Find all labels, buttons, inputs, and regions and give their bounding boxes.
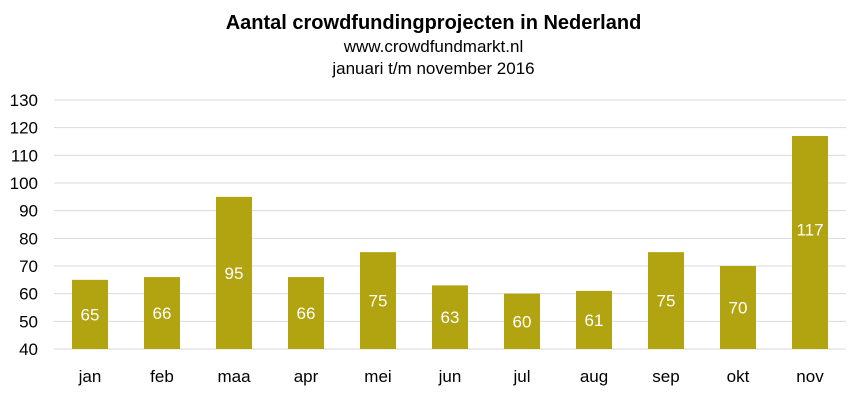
bar-aug bbox=[576, 290, 612, 349]
y-tick-label: 80 bbox=[19, 229, 38, 248]
x-axis-ticks: jan feb maa apr mei jun jul aug sep okt nov bbox=[78, 367, 825, 386]
data-label: 75 bbox=[657, 292, 676, 311]
data-label: 61 bbox=[585, 311, 604, 330]
data-label: 65 bbox=[81, 305, 100, 324]
y-axis-ticks: 40 50 60 70 80 90 100 110 120 130 bbox=[10, 91, 38, 359]
y-tick-label: 40 bbox=[19, 340, 38, 359]
x-tick-label: nov bbox=[796, 367, 824, 386]
bar-mei bbox=[360, 252, 396, 349]
bar-apr bbox=[288, 277, 324, 349]
data-label: 66 bbox=[297, 304, 316, 323]
y-tick-label: 70 bbox=[19, 257, 38, 276]
data-label: 60 bbox=[513, 312, 532, 331]
y-tick-label: 110 bbox=[11, 146, 38, 165]
x-tick-label: jun bbox=[438, 367, 462, 386]
bar-sep bbox=[648, 252, 684, 349]
bar-okt bbox=[720, 266, 756, 349]
x-tick-label: mei bbox=[364, 367, 391, 386]
bar-maa bbox=[216, 196, 252, 349]
y-tick-label: 130 bbox=[10, 91, 38, 110]
bar-jul bbox=[504, 293, 540, 349]
bar-nov bbox=[792, 135, 828, 349]
y-tick-label: 100 bbox=[10, 174, 38, 193]
x-tick-label: aug bbox=[580, 367, 608, 386]
y-tick-label: 120 bbox=[10, 119, 38, 138]
x-tick-label: okt bbox=[727, 367, 750, 386]
y-tick-label: 60 bbox=[19, 285, 38, 304]
bar-jun bbox=[432, 285, 468, 349]
x-tick-label: apr bbox=[294, 367, 319, 386]
data-label: 95 bbox=[225, 264, 244, 283]
bar-jan bbox=[72, 279, 108, 349]
x-tick-label: maa bbox=[217, 367, 251, 386]
data-labels: 65 66 95 66 75 63 60 61 75 70 117 bbox=[81, 221, 824, 332]
bar-feb bbox=[144, 277, 180, 349]
data-label: 63 bbox=[441, 308, 460, 327]
chart-subtitle-source: www.crowdfundmarkt.nl bbox=[343, 37, 524, 56]
data-label: 117 bbox=[796, 221, 823, 240]
bars bbox=[72, 135, 828, 349]
chart-titles: Aantal crowdfundingprojecten in Nederlan… bbox=[0, 10, 867, 80]
chart-subtitle-period: januari t/m november 2016 bbox=[332, 59, 535, 78]
data-label: 70 bbox=[729, 299, 748, 318]
x-tick-label: feb bbox=[150, 367, 174, 386]
chart-title: Aantal crowdfundingprojecten in Nederlan… bbox=[225, 12, 642, 34]
y-tick-label: 50 bbox=[19, 312, 38, 331]
y-tick-label: 90 bbox=[19, 202, 38, 221]
data-label: 75 bbox=[369, 292, 388, 311]
x-tick-label: sep bbox=[652, 367, 679, 386]
x-tick-label: jan bbox=[78, 367, 102, 386]
data-label: 66 bbox=[153, 304, 172, 323]
x-tick-label: jul bbox=[512, 367, 530, 386]
